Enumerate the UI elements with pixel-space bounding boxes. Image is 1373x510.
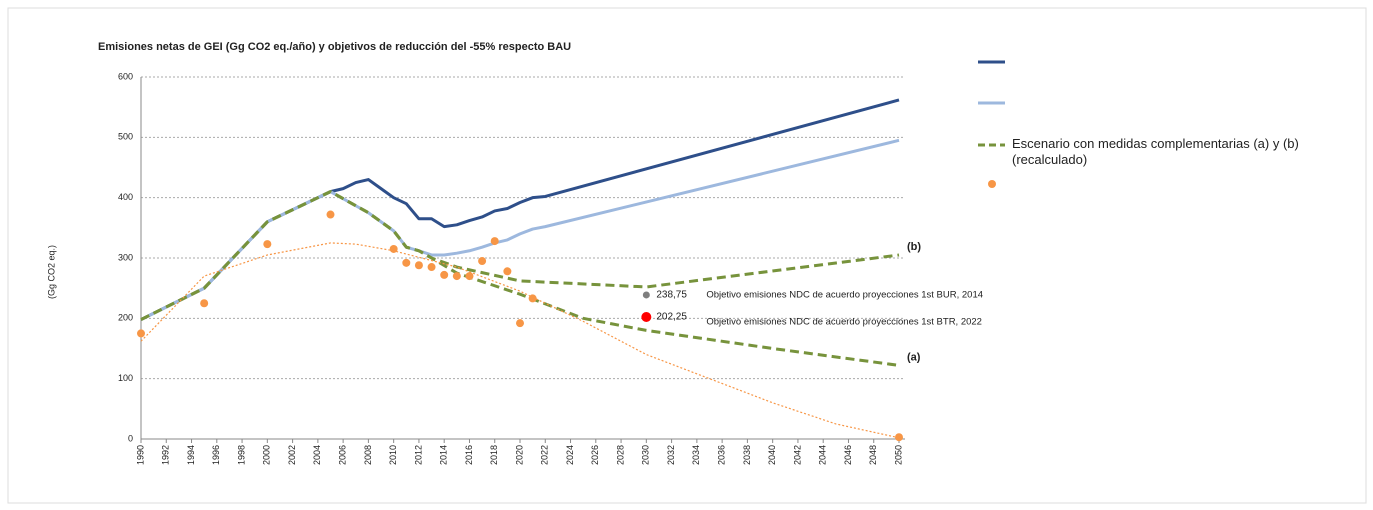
x-tick-label: 2020 [514, 445, 524, 465]
y-tick-label: 500 [118, 132, 133, 142]
target-point [642, 291, 650, 299]
x-tick-label: 2018 [489, 445, 499, 465]
data-point [528, 294, 537, 303]
x-tick-label: 2042 [792, 445, 802, 465]
x-tick-label: 2048 [868, 445, 878, 465]
series-line [140, 190, 900, 321]
y-tick-label: 400 [118, 192, 133, 202]
legend-label: Escenario con medidas complementarias (a… [1012, 136, 1299, 167]
y-tick-label: 200 [118, 313, 133, 323]
x-tick-label: 2028 [615, 445, 625, 465]
y-tick-label: 300 [118, 252, 133, 262]
x-tick-label: 1996 [211, 445, 221, 465]
data-point [137, 329, 145, 338]
series-line [140, 242, 900, 439]
data-point [895, 433, 903, 442]
x-tick-label: 2006 [338, 445, 348, 465]
x-tick-label: 1990 [135, 445, 145, 465]
target-text: Objetivo emisiones NDC de acuerdo proyec… [706, 289, 983, 300]
y-tick-label: 600 [118, 71, 133, 81]
data-point [200, 299, 209, 308]
x-tick-label: 1994 [186, 445, 196, 465]
series-line [140, 98, 900, 321]
data-point [465, 272, 474, 281]
x-tick-label: 2010 [388, 445, 398, 465]
frame [7, 7, 1367, 504]
x-tick-label: 2004 [312, 445, 322, 465]
legend-swatch [988, 180, 996, 188]
y-tick-label: 100 [118, 373, 133, 383]
data-point [263, 240, 272, 249]
x-tick-label: 2040 [767, 445, 777, 465]
x-tick-label: 2016 [464, 445, 474, 465]
data-point [452, 272, 461, 281]
series-label: (b) [907, 241, 921, 253]
chart-title: Emisiones netas de GEI (Gg CO2 eq./año) … [98, 41, 571, 53]
x-tick-label: 2046 [843, 445, 853, 465]
y-axis-label: (Gg CO2 eq.) [46, 245, 56, 299]
data-point [490, 237, 499, 246]
x-tick-label: 2000 [262, 445, 272, 465]
target-value: 202,25 [656, 312, 687, 323]
target-text: Objetivo emisiones NDC de acuerdo proyec… [706, 316, 982, 327]
x-tick-label: 2034 [691, 445, 701, 465]
x-tick-label: 2024 [565, 445, 575, 465]
x-tick-label: 2002 [287, 445, 297, 465]
data-point [478, 257, 487, 266]
data-point [440, 270, 449, 279]
x-tick-label: 2032 [666, 445, 676, 465]
x-tick-label: 2022 [540, 445, 550, 465]
x-tick-label: 1992 [161, 445, 171, 465]
x-tick-label: 2030 [641, 445, 651, 465]
data-point [389, 244, 398, 253]
target-point [641, 311, 652, 322]
data-point [427, 263, 436, 272]
x-tick-label: 2038 [742, 445, 752, 465]
x-tick-label: 1998 [236, 445, 246, 465]
x-tick-label: 2050 [893, 445, 903, 465]
data-point [402, 258, 411, 267]
x-tick-label: 2014 [439, 445, 449, 465]
data-point [414, 261, 423, 270]
series-label: (a) [907, 351, 921, 363]
y-tick-label: 0 [128, 433, 133, 443]
x-tick-label: 2008 [363, 445, 373, 465]
x-tick-label: 2026 [590, 445, 600, 465]
target-value: 238,75 [656, 290, 687, 301]
data-point [503, 267, 512, 276]
x-tick-label: 2012 [413, 445, 423, 465]
x-tick-label: 2044 [818, 445, 828, 465]
data-point [326, 210, 335, 219]
data-point [516, 319, 524, 328]
x-tick-label: 2036 [717, 445, 727, 465]
